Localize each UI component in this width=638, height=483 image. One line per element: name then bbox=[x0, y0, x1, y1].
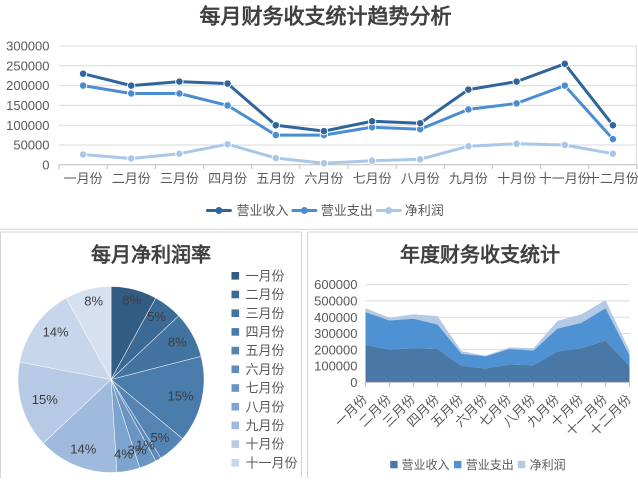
svg-text:14%: 14% bbox=[43, 324, 69, 339]
svg-text:十月份: 十月份 bbox=[246, 437, 285, 452]
svg-text:600000: 600000 bbox=[314, 277, 357, 292]
svg-text:1%: 1% bbox=[136, 437, 155, 452]
svg-text:五月份: 五月份 bbox=[246, 343, 285, 358]
svg-text:九月份: 九月份 bbox=[246, 418, 285, 433]
svg-text:二月份: 二月份 bbox=[112, 171, 151, 186]
svg-text:七月份: 七月份 bbox=[353, 171, 392, 186]
svg-text:十一月份: 十一月份 bbox=[246, 455, 298, 470]
svg-text:一月份: 一月份 bbox=[246, 268, 285, 283]
svg-text:三月份: 三月份 bbox=[246, 306, 285, 321]
svg-text:净利润: 净利润 bbox=[405, 203, 444, 218]
svg-text:5%: 5% bbox=[147, 309, 166, 324]
svg-text:0: 0 bbox=[350, 375, 357, 390]
svg-text:150000: 150000 bbox=[6, 98, 49, 113]
svg-text:营业收入: 营业收入 bbox=[402, 458, 450, 472]
svg-text:8%: 8% bbox=[122, 293, 141, 308]
svg-text:营业收入: 营业收入 bbox=[237, 203, 289, 218]
svg-text:净利润: 净利润 bbox=[530, 458, 566, 472]
svg-text:二月份: 二月份 bbox=[246, 287, 285, 302]
svg-text:4%: 4% bbox=[114, 447, 133, 462]
svg-text:200000: 200000 bbox=[6, 78, 49, 93]
svg-text:5%: 5% bbox=[151, 430, 170, 445]
svg-text:200000: 200000 bbox=[314, 342, 357, 357]
svg-text:每月财务收支统计趋势分析: 每月财务收支统计趋势分析 bbox=[200, 5, 452, 29]
svg-text:50000: 50000 bbox=[13, 138, 49, 153]
svg-text:8%: 8% bbox=[84, 293, 103, 308]
svg-text:一月份: 一月份 bbox=[64, 171, 103, 186]
svg-text:三月份: 三月份 bbox=[160, 171, 199, 186]
svg-text:100000: 100000 bbox=[6, 118, 49, 133]
svg-text:14%: 14% bbox=[70, 442, 96, 457]
svg-text:十一月份: 十一月份 bbox=[539, 171, 591, 186]
svg-text:3%: 3% bbox=[128, 442, 147, 457]
svg-text:八月份: 八月份 bbox=[246, 399, 285, 414]
svg-text:300000: 300000 bbox=[314, 326, 357, 341]
svg-text:六月份: 六月份 bbox=[246, 362, 285, 377]
svg-text:年度财务收支统计: 年度财务收支统计 bbox=[400, 243, 560, 267]
svg-text:100000: 100000 bbox=[314, 359, 357, 374]
svg-text:营业支出: 营业支出 bbox=[321, 203, 373, 218]
svg-text:15%: 15% bbox=[168, 389, 194, 404]
svg-text:15%: 15% bbox=[32, 392, 58, 407]
svg-text:四月份: 四月份 bbox=[246, 325, 285, 340]
svg-text:八月份: 八月份 bbox=[401, 171, 440, 186]
svg-text:五月份: 五月份 bbox=[256, 171, 295, 186]
svg-text:营业支出: 营业支出 bbox=[466, 458, 514, 472]
svg-text:六月份: 六月份 bbox=[304, 171, 343, 186]
svg-text:0: 0 bbox=[42, 157, 49, 172]
svg-text:250000: 250000 bbox=[6, 58, 49, 73]
svg-text:四月份: 四月份 bbox=[208, 171, 247, 186]
svg-text:七月份: 七月份 bbox=[246, 381, 285, 396]
svg-text:400000: 400000 bbox=[314, 310, 357, 325]
svg-text:300000: 300000 bbox=[6, 39, 49, 54]
svg-text:8%: 8% bbox=[168, 335, 187, 350]
svg-text:九月份: 九月份 bbox=[449, 171, 488, 186]
svg-text:十二月份: 十二月份 bbox=[587, 171, 638, 186]
svg-text:500000: 500000 bbox=[314, 294, 357, 309]
svg-text:每月净利润率: 每月净利润率 bbox=[91, 243, 211, 267]
svg-text:十月份: 十月份 bbox=[497, 171, 536, 186]
